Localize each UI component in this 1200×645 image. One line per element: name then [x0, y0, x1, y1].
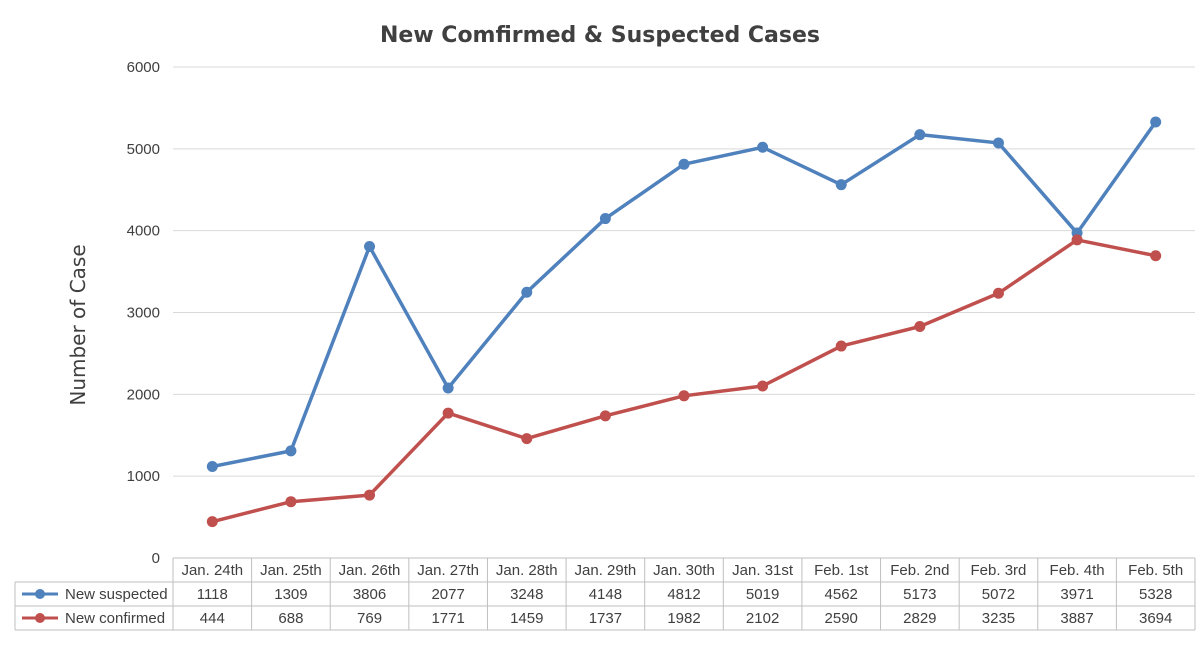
x-tick-label: Feb. 3rd	[971, 562, 1027, 579]
data-table-value: 4812	[667, 586, 700, 603]
data-point	[914, 129, 926, 141]
y-tick-label: 0	[152, 550, 160, 567]
legend-key-marker	[35, 589, 45, 599]
data-table-value: 5019	[746, 586, 779, 603]
chart-title: New Comfirmed & Suspected Cases	[380, 23, 820, 48]
x-tick-label: Feb. 5th	[1128, 562, 1183, 579]
x-tick-label: Feb. 2nd	[890, 562, 949, 579]
y-axis-ticks: 0 1000 2000 3000 4000 5000 6000	[127, 59, 160, 567]
data-table-value: 3887	[1060, 610, 1093, 627]
data-point	[914, 320, 926, 332]
data-table-value: 3235	[982, 610, 1015, 627]
data-point	[835, 340, 847, 352]
data-table-value: 3971	[1060, 586, 1093, 603]
data-point	[364, 241, 376, 253]
data-point	[992, 137, 1004, 149]
y-axis-label: Number of Case	[66, 244, 90, 405]
data-point	[521, 433, 533, 445]
data-point	[757, 380, 769, 392]
data-point	[521, 286, 533, 298]
data-point	[442, 407, 454, 419]
data-point	[1150, 250, 1162, 262]
data-table-value: 1459	[510, 610, 543, 627]
data-point	[599, 213, 611, 225]
data-table-value: 444	[200, 610, 225, 627]
x-tick-label: Jan. 27th	[417, 562, 479, 579]
x-tick-label: Jan. 31st	[732, 562, 794, 579]
data-table-value: 4148	[589, 586, 622, 603]
data-point	[442, 382, 454, 394]
legend-key-marker	[35, 613, 45, 623]
data-point	[599, 410, 611, 422]
x-tick-label: Jan. 28th	[496, 562, 558, 579]
data-point	[206, 461, 218, 473]
series-line	[211, 238, 1157, 524]
data-point	[1150, 116, 1162, 128]
data-table-value: 3694	[1139, 610, 1172, 627]
data-point	[1071, 234, 1083, 246]
legend-entry: New suspected	[65, 586, 168, 603]
data-table-value: 1982	[667, 610, 700, 627]
data-point	[992, 287, 1004, 299]
data-point	[285, 496, 297, 508]
data-table-value: 5072	[982, 586, 1015, 603]
data-table-value: 5328	[1139, 586, 1172, 603]
x-tick-label: Feb. 1st	[814, 562, 869, 579]
data-table-value: 3806	[353, 586, 386, 603]
data-point	[757, 141, 769, 153]
data-table-value: 2590	[825, 610, 858, 627]
data-table-value: 1737	[589, 610, 622, 627]
legend-entry: New confirmed	[65, 610, 165, 627]
data-table-value: 2829	[903, 610, 936, 627]
data-table-value: 1771	[431, 610, 464, 627]
data-table-value: 688	[278, 610, 303, 627]
gridlines	[173, 66, 1195, 477]
data-table: Jan. 24th Jan. 25th Jan. 26th Jan. 27th Jan.…	[14, 557, 1196, 631]
series-lines	[206, 116, 1162, 528]
series-line	[211, 120, 1158, 469]
y-tick-label: 1000	[127, 468, 160, 485]
y-tick-label: 4000	[127, 223, 160, 240]
data-point	[835, 179, 847, 191]
y-tick-label: 6000	[127, 59, 160, 76]
data-point	[206, 516, 218, 528]
data-table-value: 5173	[903, 586, 936, 603]
x-tick-label: Jan. 30th	[653, 562, 715, 579]
y-tick-label: 5000	[127, 141, 160, 158]
x-tick-label: Jan. 24th	[181, 562, 243, 579]
data-table-value: 1309	[274, 586, 307, 603]
data-point	[678, 158, 690, 170]
x-tick-label: Feb. 4th	[1050, 562, 1105, 579]
data-table-value: 4562	[825, 586, 858, 603]
y-tick-label: 3000	[127, 305, 160, 322]
data-point	[678, 390, 690, 402]
data-table-value: 769	[357, 610, 382, 627]
data-table-value: 1118	[197, 586, 228, 603]
data-table-value: 2102	[746, 610, 779, 627]
y-tick-label: 2000	[127, 386, 160, 403]
x-tick-label: Jan. 26th	[339, 562, 401, 579]
x-tick-label: Jan. 25th	[260, 562, 322, 579]
data-table-value: 3248	[510, 586, 543, 603]
x-tick-label: Jan. 29th	[575, 562, 637, 579]
data-table-value: 2077	[431, 586, 464, 603]
data-point	[285, 445, 297, 457]
data-point	[364, 489, 376, 501]
